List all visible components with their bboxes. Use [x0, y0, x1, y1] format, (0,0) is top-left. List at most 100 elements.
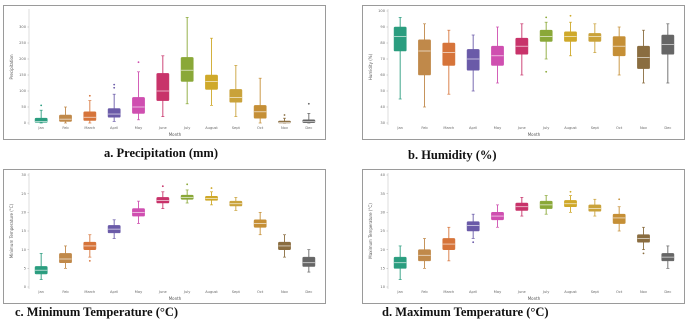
- y-tick-label: 70: [380, 57, 385, 61]
- x-axis-title: Month: [528, 132, 541, 137]
- x-tick-label: June: [158, 290, 168, 294]
- box-august: [564, 14, 577, 57]
- iqr-box: [418, 39, 431, 76]
- iqr-box: [132, 97, 145, 114]
- box-dec: [661, 23, 675, 84]
- x-tick-label: July: [542, 126, 550, 130]
- x-tick-label: May: [494, 290, 502, 294]
- x-tick-label: May: [135, 290, 143, 294]
- y-tick-label: 80: [380, 41, 385, 45]
- iqr-box: [393, 26, 407, 52]
- x-tick-label: Sept: [232, 290, 241, 294]
- caption-min-temperature: c. Minimum Temperature (°C): [15, 305, 179, 319]
- caption-humidity: b. Humidity (%): [408, 148, 497, 162]
- box-june: [156, 55, 170, 117]
- x-tick-label: May: [494, 126, 502, 130]
- y-tick-label: 25: [21, 192, 26, 196]
- y-tick-label: 50: [380, 89, 385, 93]
- outlier-point: [40, 104, 43, 107]
- chart-svg: 0 5 10 15 20 25 30 Minimum Temperature (°C) Mont…: [3, 169, 326, 304]
- x-tick-label: August: [564, 290, 577, 294]
- x-tick-label: Oct: [257, 126, 264, 130]
- y-tick-label: 0: [24, 121, 27, 125]
- iqr-box: [156, 73, 170, 101]
- y-tick-label: 90: [380, 25, 385, 29]
- x-tick-label: June: [158, 126, 168, 130]
- chart-frame: [3, 5, 326, 140]
- box-sept: [229, 65, 243, 117]
- box-feb: [59, 106, 72, 124]
- chart-panel-d: 10 15 20 25 30 35 40 Maximum Temperature (°C) Mo…: [362, 169, 685, 304]
- y-tick-label: 35: [380, 192, 385, 196]
- x-tick-label: Jan: [396, 126, 403, 130]
- x-axis-title: Month: [169, 296, 182, 301]
- y-axis-title: Precipitation: [9, 54, 14, 79]
- x-tick-label: Oct: [257, 290, 264, 294]
- y-tick-label: 15: [380, 267, 385, 271]
- x-axis-title: Month: [528, 296, 541, 301]
- x-tick-label: July: [542, 290, 550, 294]
- outlier-point: [569, 190, 572, 193]
- iqr-box: [588, 33, 602, 42]
- box-may: [132, 200, 145, 224]
- box-may: [491, 26, 504, 84]
- y-tick-label: 20: [380, 248, 385, 252]
- x-tick-label: March: [443, 290, 454, 294]
- chart-panel-b: 30 40 50 60 70 80 90 100 Humidity (%) Month Jan Feb…: [362, 5, 685, 140]
- box-july: [539, 16, 553, 73]
- iqr-box: [302, 256, 316, 267]
- box-march: [83, 94, 97, 124]
- box-july: [180, 183, 194, 204]
- box-august: [205, 37, 218, 106]
- box-april: [466, 34, 480, 92]
- outlier-point: [472, 241, 475, 244]
- iqr-box: [83, 111, 97, 121]
- x-tick-label: Jan: [37, 126, 44, 130]
- outlier-point: [618, 198, 621, 201]
- x-tick-label: April: [469, 290, 477, 294]
- iqr-box: [205, 74, 218, 90]
- x-tick-label: Jan: [396, 290, 403, 294]
- x-tick-label: Dec: [664, 126, 671, 130]
- x-tick-label: Nov: [281, 290, 289, 294]
- chart-panel-c: 0 5 10 15 20 25 30 Minimum Temperature (°C) Mont…: [3, 169, 326, 304]
- y-tick-label: 10: [380, 285, 385, 289]
- x-tick-label: Oct: [616, 290, 623, 294]
- iqr-box: [180, 57, 194, 82]
- y-tick-label: 60: [380, 73, 385, 77]
- outlier-point: [113, 86, 116, 89]
- y-tick-label: 30: [380, 121, 385, 125]
- x-tick-label: Feb: [421, 290, 428, 294]
- iqr-box: [588, 204, 602, 212]
- outlier-point: [137, 61, 140, 64]
- y-tick-label: 250: [19, 41, 27, 45]
- box-march: [442, 29, 456, 95]
- box-april: [107, 219, 121, 239]
- x-tick-label: March: [443, 126, 454, 130]
- x-tick-label: Nov: [281, 126, 289, 130]
- box-march: [442, 226, 456, 262]
- x-tick-label: Nov: [640, 290, 648, 294]
- y-axis-title: Maximum Temperature (°C): [368, 203, 373, 259]
- x-tick-label: June: [517, 126, 527, 130]
- y-axis-title: Humidity (%): [368, 53, 373, 80]
- x-tick-label: April: [110, 126, 118, 130]
- chart-frame: [362, 169, 685, 304]
- iqr-box: [466, 221, 480, 232]
- x-tick-label: August: [564, 126, 577, 130]
- box-july: [539, 195, 553, 215]
- box-august: [205, 187, 218, 206]
- y-tick-label: 300: [19, 25, 27, 29]
- x-tick-label: Feb: [62, 290, 69, 294]
- iqr-box: [229, 89, 243, 103]
- x-tick-label: Dec: [305, 290, 312, 294]
- box-nov: [637, 226, 650, 255]
- chart-frame: [362, 5, 685, 140]
- y-tick-label: 5: [24, 267, 26, 271]
- chart-svg: 30 40 50 60 70 80 90 100 Humidity (%) Month Jan Feb…: [362, 5, 685, 140]
- x-tick-label: Oct: [616, 126, 623, 130]
- outlier-point: [642, 252, 645, 255]
- outlier-point: [307, 102, 310, 105]
- iqr-box: [59, 114, 72, 122]
- caption-max-temperature: d. Maximum Temperature (°C): [382, 305, 549, 319]
